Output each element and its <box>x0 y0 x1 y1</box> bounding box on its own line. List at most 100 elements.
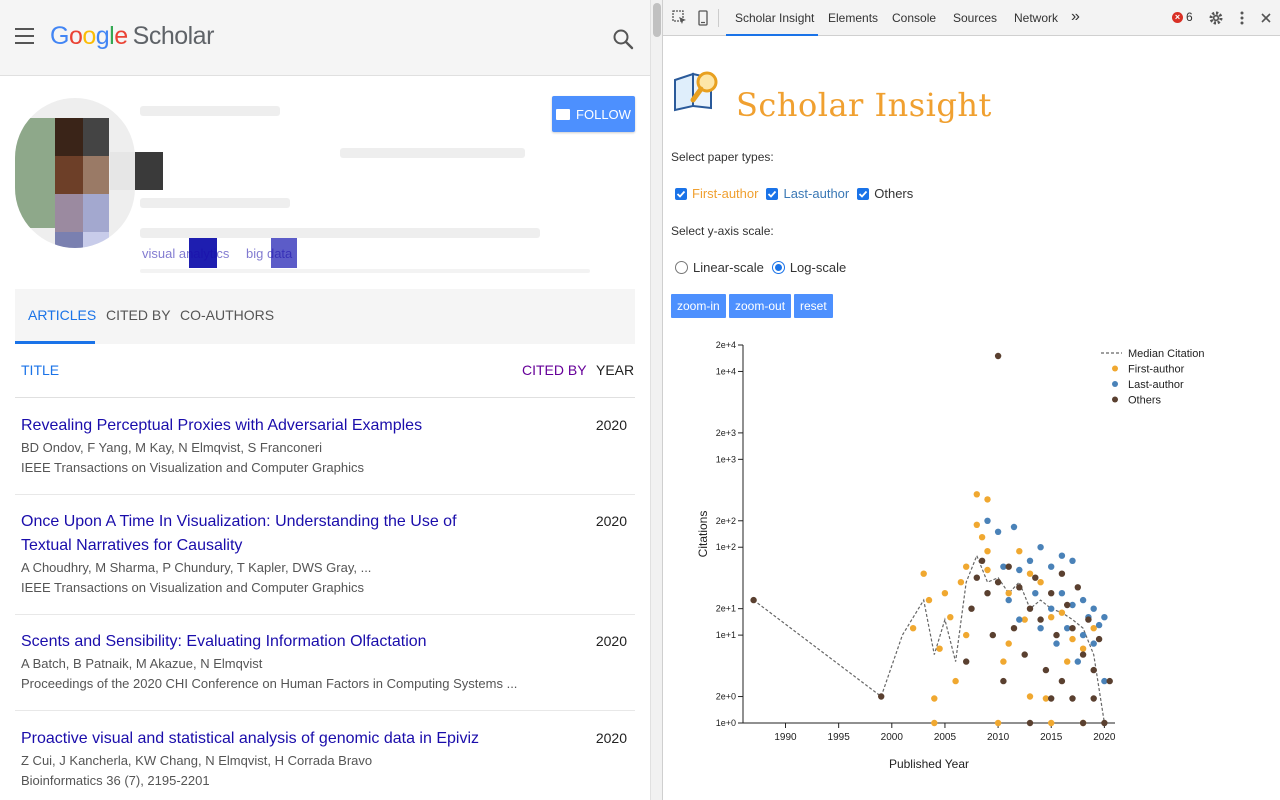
search-icon[interactable] <box>612 28 634 50</box>
data-point <box>1032 574 1039 581</box>
redaction-block <box>271 232 297 268</box>
tab-cited-by[interactable]: CITED BY <box>106 307 171 323</box>
device-toolbar-icon[interactable] <box>695 10 711 26</box>
active-tab-indicator <box>726 34 818 36</box>
column-cited-by-header[interactable]: CITED BY <box>522 362 587 378</box>
article-year[interactable]: 2020 <box>595 417 627 433</box>
inspect-element-icon[interactable] <box>672 10 688 26</box>
data-point <box>1095 635 1103 643</box>
scrollbar-thumb[interactable] <box>653 3 661 37</box>
article-venue: Bioinformatics 36 (7), 2195-2201 <box>21 773 210 788</box>
blurred-interests <box>140 228 540 238</box>
radio-label: Log-scale <box>789 260 847 275</box>
data-point <box>1026 693 1034 700</box>
article-row: Scents and Sensibility: Evaluating Infor… <box>15 630 635 710</box>
checkbox-label: First-author <box>692 186 759 201</box>
data-point <box>1085 616 1092 623</box>
radio-log-scale[interactable]: Log-scale <box>771 260 847 275</box>
tab-scholar-insight[interactable]: Scholar Insight <box>735 11 815 25</box>
checkbox-checked-icon[interactable] <box>857 187 870 200</box>
y-tick-label: 1e+1 <box>716 630 736 640</box>
scrollbar[interactable] <box>650 0 662 800</box>
tab-sources[interactable]: Sources <box>953 11 998 25</box>
data-point <box>1079 651 1087 658</box>
data-point <box>1064 625 1071 632</box>
y-tick-label: 2e+1 <box>716 604 736 614</box>
checkbox-first-author[interactable]: First-author <box>675 186 758 201</box>
data-point <box>1037 579 1044 586</box>
data-point <box>952 677 959 685</box>
article-title[interactable]: Scents and Sensibility: Evaluating Infor… <box>21 633 427 650</box>
article-year[interactable]: 2020 <box>595 633 627 649</box>
data-point <box>994 528 1002 535</box>
data-point <box>1010 625 1018 632</box>
data-point <box>1026 719 1034 727</box>
data-point <box>1026 570 1034 577</box>
checkbox-last-author[interactable]: Last-author <box>766 186 849 201</box>
y-scale-label: Select y-axis scale: <box>671 224 774 238</box>
tab-co-authors[interactable]: CO-AUTHORS <box>180 307 275 323</box>
column-year-header[interactable]: YEAR <box>596 362 635 378</box>
data-point <box>1000 563 1007 570</box>
article-title[interactable]: Once Upon A Time In Visualization: Under… <box>21 513 457 554</box>
data-point <box>1069 557 1076 564</box>
data-point <box>1079 631 1087 639</box>
radio-button[interactable] <box>771 261 785 274</box>
checkbox-checked-icon[interactable] <box>766 187 779 200</box>
article-title[interactable]: Proactive visual and statistical analysi… <box>21 730 479 747</box>
article-year[interactable]: 2020 <box>595 513 627 529</box>
radio-linear-scale[interactable]: Linear-scale <box>675 260 764 275</box>
legend-label: Median Citation <box>1128 348 1204 360</box>
zoom-out-button[interactable]: zoom-out <box>729 294 792 318</box>
data-point <box>984 496 991 503</box>
data-point <box>1095 621 1103 629</box>
tab-console[interactable]: Console <box>892 11 937 25</box>
error-count: 6 <box>1186 10 1193 24</box>
divider <box>15 710 635 711</box>
data-point <box>878 693 885 700</box>
reset-button[interactable]: reset <box>794 294 833 318</box>
checkbox-checked-icon[interactable] <box>675 187 687 200</box>
data-point <box>1021 616 1028 623</box>
data-point <box>750 596 757 604</box>
data-point <box>973 574 980 581</box>
radio-button[interactable] <box>675 261 688 274</box>
zoom-in-button[interactable]: zoom-in <box>671 294 726 318</box>
data-point <box>1058 677 1066 685</box>
article-year[interactable]: 2020 <box>595 730 627 746</box>
kebab-menu-icon[interactable] <box>1234 10 1250 26</box>
citation-scatter-chart[interactable]: 1990 1995 2000 2005 2010 2015 2020 1e+0 2e+0 1e+1… <box>663 330 1280 790</box>
more-tabs-chevron-icon[interactable]: » <box>1071 8 1080 25</box>
gear-icon[interactable] <box>1208 10 1224 26</box>
data-point <box>1079 645 1087 652</box>
data-point <box>1005 563 1012 570</box>
menu-icon[interactable] <box>15 28 34 45</box>
error-count-badge[interactable]: × 6 <box>1172 10 1193 24</box>
divider <box>15 397 635 398</box>
scholar-logo[interactable]: Google Scholar <box>50 22 214 51</box>
checkbox-label: Last-author <box>783 186 850 201</box>
paper-type-checkboxes: First-author Last-author Others <box>675 186 921 201</box>
follow-button[interactable]: FOLLOW <box>552 96 635 132</box>
interest-link[interactable]: big data <box>246 246 293 261</box>
article-title[interactable]: Revealing Perceptual Proxies with Advers… <box>21 417 423 434</box>
data-point <box>1016 616 1023 623</box>
tab-network[interactable]: Network <box>1014 11 1059 25</box>
active-tab-indicator <box>15 341 95 344</box>
data-point <box>1069 625 1076 632</box>
column-title-header[interactable]: TITLE <box>21 362 60 378</box>
interest-link[interactable]: visual analytics <box>142 246 230 261</box>
y-tick-label: 2e+4 <box>716 340 736 350</box>
checkbox-others[interactable]: Others <box>857 186 913 201</box>
tab-elements[interactable]: Elements <box>828 11 879 25</box>
data-point <box>1048 719 1055 727</box>
data-point <box>984 566 991 574</box>
data-point <box>931 695 938 702</box>
logo-letter: o <box>68 22 83 50</box>
data-point <box>1005 590 1012 597</box>
tab-articles[interactable]: ARTICLES <box>28 307 97 323</box>
data-point <box>1005 596 1012 604</box>
article-venue: Proceedings of the 2020 CHI Conference o… <box>21 676 518 691</box>
close-icon[interactable] <box>1258 10 1274 26</box>
